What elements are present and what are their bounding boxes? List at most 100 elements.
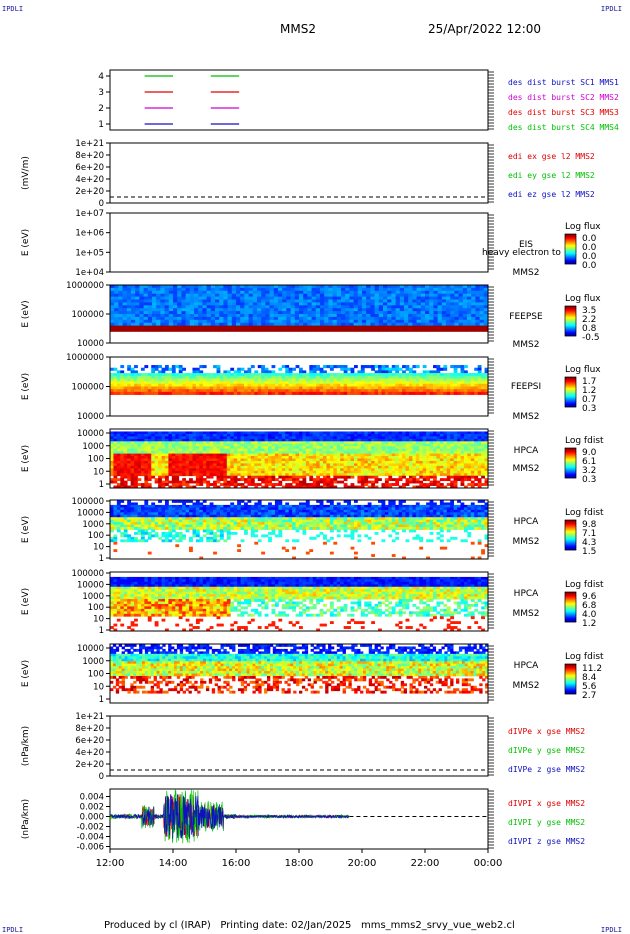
spectrogram-cell: [156, 319, 161, 324]
spectrogram-cell: [216, 381, 221, 385]
spectrogram-cell: [250, 431, 255, 435]
spectrogram-cell: [426, 470, 430, 474]
spectrogram-cell: [164, 287, 170, 292]
spectrogram-cell: [341, 293, 346, 297]
spectrogram-cell: [250, 433, 255, 437]
spectrogram-cell: [408, 433, 413, 437]
spectrogram-cell: [340, 473, 345, 477]
spectrogram-cell: [199, 483, 204, 486]
spectrogram-cell: [320, 290, 325, 295]
spectrogram-cell: [288, 433, 293, 437]
spectrogram-cell: [416, 290, 422, 295]
spectrogram-cell: [137, 386, 142, 390]
spectrogram-cell: [408, 370, 413, 374]
colorbar-step: [565, 316, 576, 318]
spectrogram-cell: [378, 433, 382, 437]
spectrogram-cell: [134, 370, 138, 374]
spectrogram-cell: [415, 391, 420, 395]
spectrogram-cell: [412, 316, 417, 321]
spectrogram-cell: [439, 436, 444, 440]
spectrogram-cell: [353, 468, 358, 472]
spectrogram-cell: [223, 468, 228, 472]
spectrogram-cell: [261, 485, 266, 489]
spectrogram-cell: [244, 465, 248, 469]
spectrogram-cell: [426, 446, 430, 450]
spectrogram-cell: [281, 446, 286, 450]
burst-level-label: 2: [98, 104, 104, 114]
spectrogram-cell: [436, 389, 441, 393]
spectrogram-cell: [302, 485, 307, 489]
spectrogram-cell: [223, 314, 228, 318]
spectrogram-cell: [168, 465, 173, 469]
spectrogram-cell: [198, 319, 203, 324]
spectrogram-cell: [237, 375, 241, 379]
spectrogram-cell: [288, 465, 293, 469]
spectrogram-cell: [429, 381, 434, 385]
spectrogram-cell: [194, 299, 199, 303]
spectrogram-cell: [185, 287, 191, 292]
spectrogram-cell: [206, 470, 211, 474]
spectrogram-cell: [433, 308, 438, 312]
spectrogram-cell: [219, 475, 224, 479]
spectrogram-cell: [147, 460, 152, 464]
spectrogram-cell: [475, 308, 480, 312]
spectrogram-cell: [336, 458, 341, 462]
spectrogram-cell: [143, 322, 149, 326]
spectrogram-cell: [343, 365, 348, 369]
spectrogram-cell: [160, 319, 165, 324]
spectrogram-cell: [450, 468, 455, 472]
spectrogram-cell: [182, 483, 186, 486]
spectrogram-cell: [257, 451, 262, 454]
spectrogram-cell: [271, 375, 276, 379]
spectrogram-cell: [252, 328, 258, 332]
spectrogram-cell: [408, 316, 413, 321]
spectrogram-cell: [223, 296, 228, 300]
spectrogram-cell: [391, 453, 396, 457]
spectrogram-cell: [391, 451, 396, 454]
y-tick-label-3: 10000: [77, 339, 104, 349]
spectrogram-cell: [127, 458, 132, 462]
spectrogram-cell: [168, 448, 173, 452]
spectrogram-cell: [454, 293, 459, 297]
spectrogram-cell: [443, 460, 448, 464]
spectrogram-cell: [312, 431, 317, 435]
spectrogram-cell: [419, 446, 424, 450]
spectrogram-cell: [131, 296, 136, 300]
spectrogram-cell: [415, 451, 420, 454]
spectrogram-cell: [192, 453, 197, 457]
spectrogram-cell: [168, 308, 174, 312]
spectrogram-cell: [419, 465, 424, 469]
spectrogram-cell: [374, 456, 379, 459]
spectrogram-cell: [226, 389, 231, 393]
colorbar-step: [565, 327, 576, 329]
spectrogram-cell: [147, 453, 152, 457]
spectrogram-cell: [402, 468, 406, 472]
spectrogram-cell: [274, 468, 279, 472]
spectrogram-cell: [202, 378, 207, 382]
spectrogram-cell: [433, 383, 437, 387]
spectrogram-cell: [281, 443, 286, 447]
spectrogram-cell: [470, 378, 475, 382]
spectrogram-cell: [181, 285, 186, 289]
spectrogram-cell: [240, 316, 245, 321]
spectrogram-cell: [213, 456, 217, 459]
spectrogram-cell: [202, 451, 207, 454]
spectrogram-cell: [343, 441, 348, 445]
spectrogram-cell: [199, 378, 204, 382]
spectrogram-cell: [299, 460, 303, 464]
spectrogram-cell: [412, 438, 417, 442]
spectrogram-cell: [237, 370, 241, 374]
spectrogram-cell: [319, 448, 324, 452]
spectrogram-cell: [429, 370, 434, 374]
spectrogram-cell: [202, 386, 207, 390]
y-tick-label-9: 2e+20: [75, 760, 104, 770]
spectrogram-cell: [474, 367, 479, 371]
spectrogram-cell: [168, 458, 173, 462]
spectrogram-cell: [178, 468, 183, 472]
spectrogram-cell: [114, 296, 119, 300]
colorbar-step: [565, 381, 576, 383]
spectrogram-cell: [305, 381, 310, 385]
spectrogram-cell: [426, 463, 430, 467]
spectrogram-cell: [395, 296, 401, 300]
spectrogram-cell: [120, 463, 125, 467]
